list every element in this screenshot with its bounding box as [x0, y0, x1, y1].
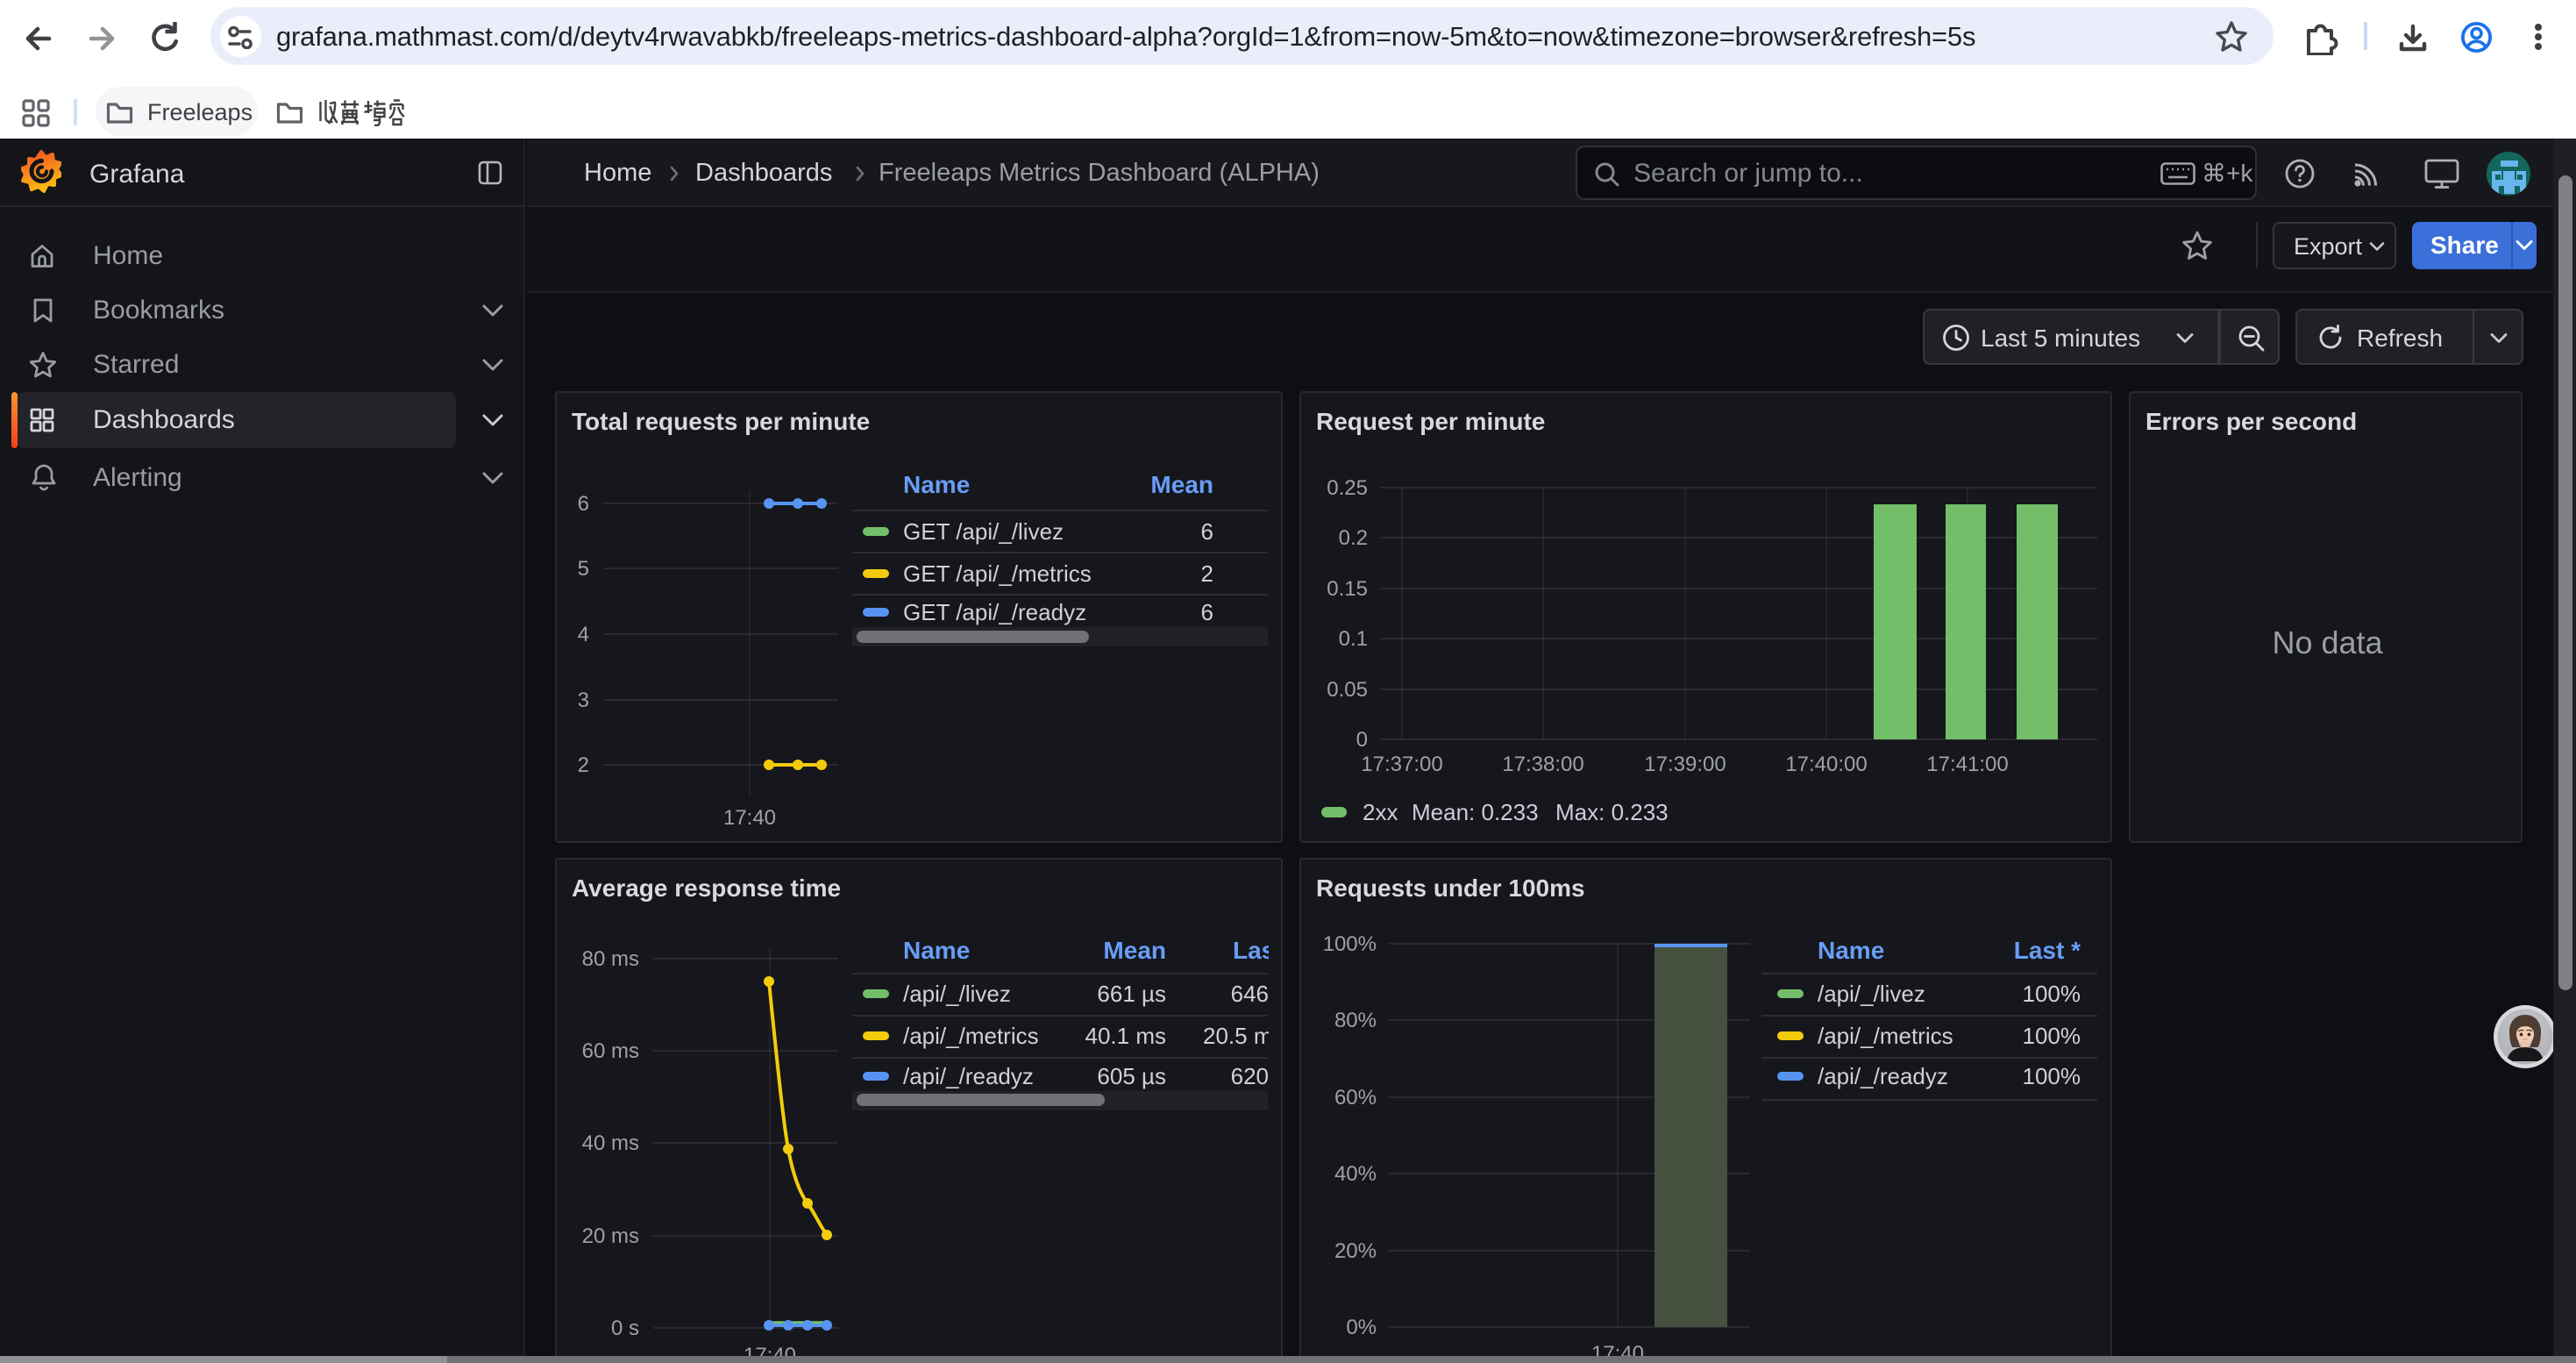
svg-text:17:40: 17:40 — [723, 806, 776, 830]
svg-text:6: 6 — [578, 492, 589, 516]
svg-text:0.25: 0.25 — [1327, 476, 1368, 500]
svg-text:60 ms: 60 ms — [582, 1039, 639, 1063]
svg-text:0.2: 0.2 — [1339, 526, 1368, 550]
svg-text:100%: 100% — [1323, 932, 1377, 956]
svg-text:17:39:00: 17:39:00 — [1644, 753, 1726, 776]
svg-text:40%: 40% — [1334, 1162, 1377, 1186]
svg-text:0%: 0% — [1346, 1316, 1377, 1339]
svg-text:5: 5 — [578, 557, 589, 581]
svg-text:0.05: 0.05 — [1327, 678, 1368, 702]
svg-text:60%: 60% — [1334, 1086, 1377, 1110]
svg-text:0 s: 0 s — [611, 1317, 639, 1340]
svg-text:0.1: 0.1 — [1339, 627, 1368, 651]
svg-text:0.15: 0.15 — [1327, 577, 1368, 601]
svg-text:3: 3 — [578, 689, 589, 712]
svg-text:80%: 80% — [1334, 1009, 1377, 1032]
svg-text:2: 2 — [578, 753, 589, 777]
svg-text:Max: 0.233: Max: 0.233 — [1555, 799, 1669, 825]
svg-text:20 ms: 20 ms — [582, 1224, 639, 1248]
svg-text:2xx: 2xx — [1363, 799, 1398, 825]
svg-text:20%: 20% — [1334, 1239, 1377, 1263]
svg-text:17:38:00: 17:38:00 — [1502, 753, 1583, 776]
svg-text:80 ms: 80 ms — [582, 947, 639, 971]
svg-text:40 ms: 40 ms — [582, 1131, 639, 1155]
svg-text:17:40:00: 17:40:00 — [1785, 753, 1867, 776]
svg-text:Mean: 0.233: Mean: 0.233 — [1412, 799, 1539, 825]
svg-text:0: 0 — [1356, 728, 1368, 752]
svg-text:17:41:00: 17:41:00 — [1926, 753, 2008, 776]
svg-text:4: 4 — [578, 623, 589, 646]
svg-text:17:37:00: 17:37:00 — [1361, 753, 1442, 776]
